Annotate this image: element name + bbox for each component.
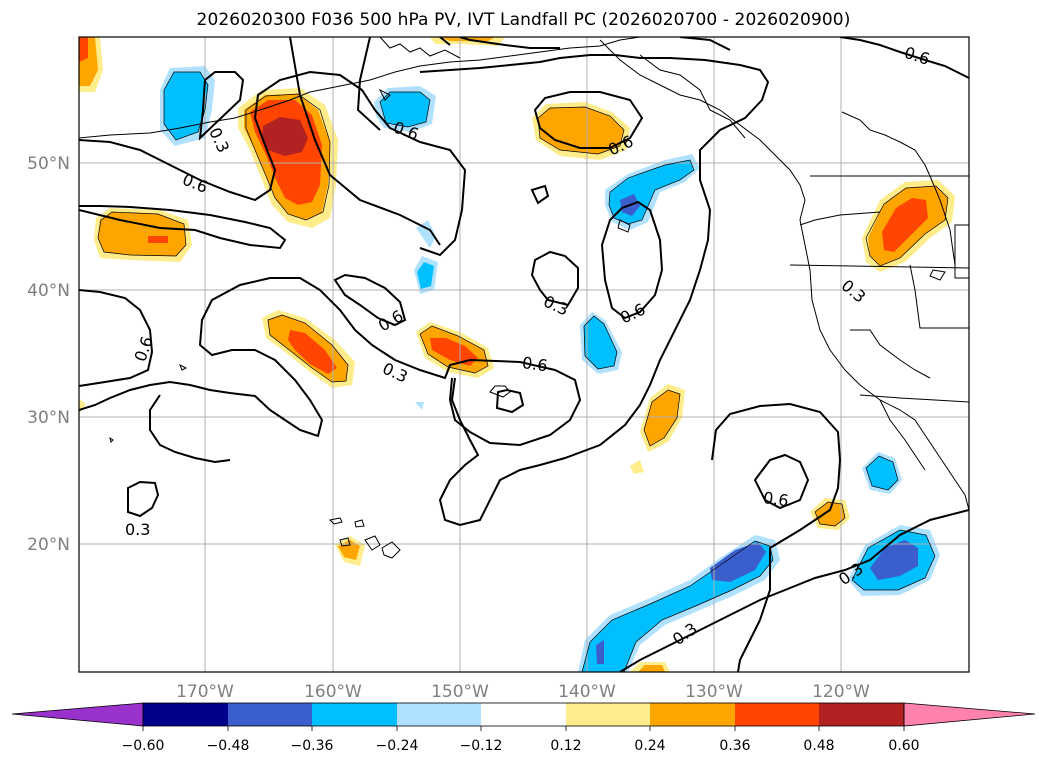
colorbar-segment [312,703,397,726]
pos-anomaly-fill [79,398,86,414]
map-area: 0.6 0.3 0.6 0.6 0.6 0.6 0.3 0.6 0.6 0.3 … [79,37,969,672]
colorbar-ticks [142,726,905,731]
colorbar-outline [142,702,905,727]
lat-label: 30°N [27,408,70,428]
colorbar: −0.60 −0.48 −0.36 −0.24 −0.12 0.12 0.24 … [11,702,1036,754]
colorbar-tick-label: −0.12 [460,738,503,754]
pos-anomaly-fill [98,212,186,256]
neg-anomaly-fill [870,540,918,580]
colorbar-segment [481,703,566,726]
lon-label: 140°W [558,682,616,702]
contour-label: 0.6 [762,488,790,510]
lon-label: 160°W [304,682,362,702]
lon-label: 130°W [685,682,743,702]
lat-label: 40°N [27,281,70,301]
colorbar-tick-label: 0.48 [803,738,834,754]
coastlines [79,37,969,559]
contour-label: 0.6 [130,334,157,364]
pos-anomaly-fill [262,117,308,156]
graticule [79,37,969,672]
contour-label: 0.3 [380,359,411,387]
colorbar-tick-label: 0.24 [634,738,665,754]
lon-label: 120°W [812,682,870,702]
contour-label: 0.6 [521,353,549,375]
pos-anomaly-fill [638,665,665,672]
pos-anomaly-fill [644,390,680,446]
colorbar-segment [143,703,228,726]
lat-label: 50°N [27,154,70,174]
pos-anomaly-fill [815,502,845,526]
contour-label: 0.6 [902,43,932,69]
colorbar-extend-left [11,702,144,727]
contour-label: 0.3 [838,276,870,307]
longitude-labels: 170°W 160°W 150°W 140°W 130°W 120°W [176,682,870,702]
colorbar-segment [228,703,312,726]
pos-anomaly-fill [79,37,88,62]
colorbar-tick-label: 0.36 [719,738,750,754]
pos-anomaly-fill [630,460,644,474]
pos-anomaly-fill [148,236,168,243]
colorbar-tick-label: −0.36 [291,738,334,754]
latitude-labels: 50°N 40°N 30°N 20°N [27,154,70,555]
neg-anomaly-fill [380,92,430,127]
pos-anomaly-fill [338,540,360,560]
anomaly-fill-layer [79,37,955,672]
contour-label: 0.6 [180,170,211,197]
colorbar-segment [397,703,481,726]
neg-anomaly-fill [417,262,434,289]
figure-title: 2026020300 F036 500 hPa PV, IVT Landfall… [196,10,851,30]
neg-anomaly-fill [596,640,604,664]
contour-label: 0.3 [125,520,150,539]
neg-anomaly-fill [866,456,898,490]
colorbar-extend-right [903,702,1036,727]
colorbar-segment [819,703,904,726]
colorbar-tick-label: −0.48 [207,738,250,754]
colorbar-tick-label: −0.24 [376,738,419,754]
pos-anomaly-fill [430,338,478,366]
colorbar-segment [650,703,735,726]
colorbar-tick-label: −0.60 [122,738,165,754]
colorbar-tick-label: 0.60 [888,738,919,754]
neg-anomaly-fill [416,220,436,248]
contour-label: 0.6 [617,300,648,328]
neg-anomaly-fill [710,542,766,582]
pos-anomaly-fill [882,198,928,252]
lon-label: 150°W [431,682,489,702]
pv-contours [79,37,969,672]
colorbar-segment [735,703,819,726]
colorbar-segment [566,703,650,726]
contour-label: 0.3 [669,619,701,649]
map-frame [78,36,970,673]
lon-label: 170°W [176,682,234,702]
lat-label: 20°N [27,535,70,555]
neg-anomaly-fill [584,316,617,369]
colorbar-tick-label: 0.12 [550,738,581,754]
shade-edges [97,71,949,672]
neg-anomaly-fill [164,72,208,140]
pos-anomaly-fill [288,330,337,374]
neg-anomaly-fill [415,402,424,410]
